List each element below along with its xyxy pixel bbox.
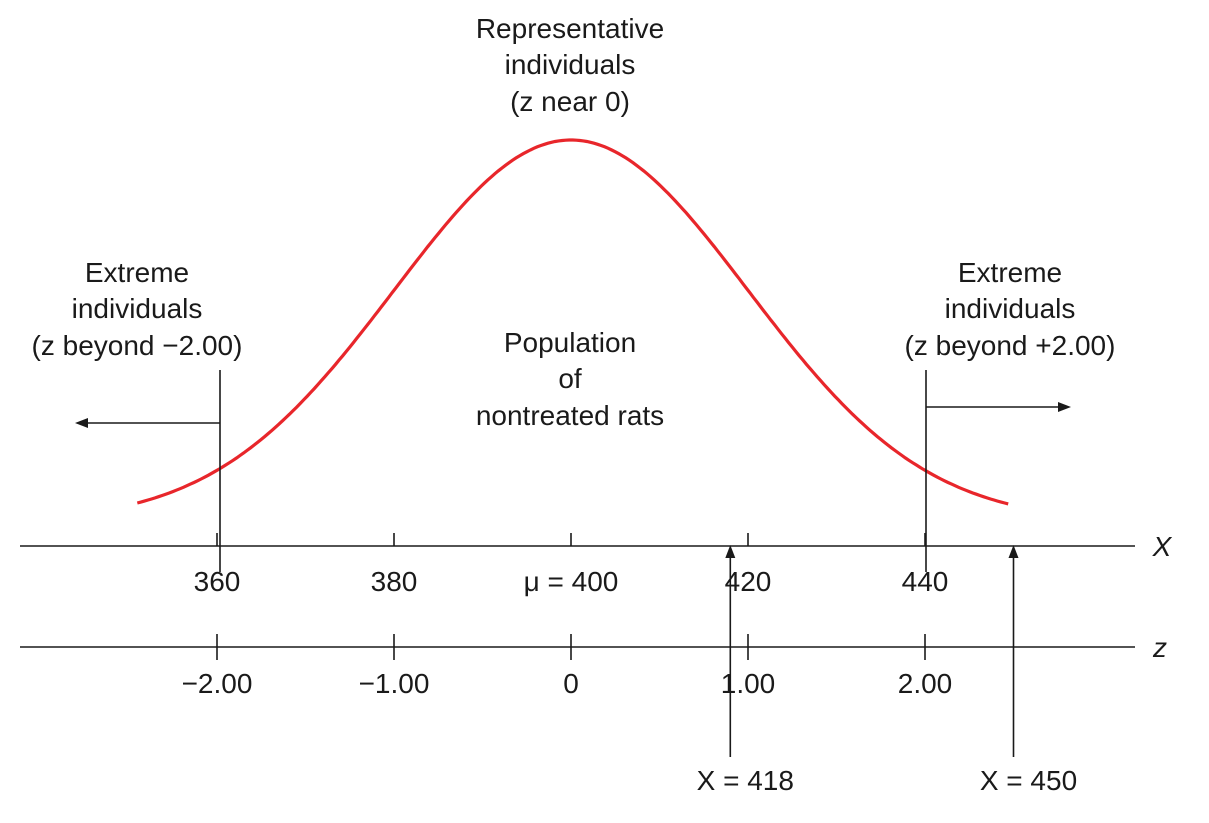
marker-arrow-head	[1008, 545, 1019, 558]
right-arrow-head	[1058, 402, 1071, 412]
population-label-line-2: of	[558, 363, 582, 394]
marker-label: X = 450	[980, 765, 1077, 796]
x-axis-name: X	[1152, 531, 1173, 562]
x-tick-label: 420	[725, 566, 772, 597]
right-label-line-3: (z beyond +2.00)	[905, 330, 1116, 361]
x-tick-label: 440	[902, 566, 949, 597]
x-tick-label: 380	[371, 566, 418, 597]
right-label-line-2: individuals	[945, 293, 1076, 324]
marker-label: X = 418	[697, 765, 794, 796]
population-label-line-1: Population	[504, 327, 636, 358]
population-label-line-3: nontreated rats	[476, 400, 664, 431]
z-axis-ticks: −2.00 −1.00 0 1.00 2.00	[182, 634, 953, 699]
x-tick-label: μ = 400	[524, 566, 619, 597]
right-label-line-1: Extreme	[958, 257, 1062, 288]
left-label-line-1: Extreme	[85, 257, 189, 288]
z-tick-label: 2.00	[898, 668, 953, 699]
x-tick-label: 360	[194, 566, 241, 597]
x-axis-ticks: 360 380 μ = 400 420 440	[194, 533, 949, 597]
z-tick-label: 0	[563, 668, 579, 699]
z-tick-label: 1.00	[721, 668, 776, 699]
z-tick-label: −2.00	[182, 668, 253, 699]
center-label-line-3: (z near 0)	[510, 86, 630, 117]
z-tick-label: −1.00	[359, 668, 430, 699]
center-label-line-2: individuals	[505, 49, 636, 80]
normal-curve	[136, 138, 1009, 506]
left-label-line-3: (z beyond −2.00)	[32, 330, 243, 361]
score-markers: X = 418 X = 450	[697, 545, 1077, 796]
marker-arrow-head	[725, 545, 736, 558]
left-label-line-2: individuals	[72, 293, 203, 324]
center-label-line-1: Representative	[476, 13, 664, 44]
left-arrow-head	[75, 418, 88, 428]
z-axis-name: z	[1152, 632, 1167, 663]
